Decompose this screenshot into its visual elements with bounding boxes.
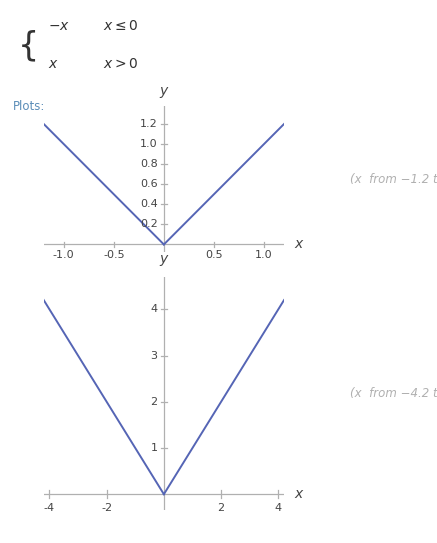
Text: -2: -2: [101, 503, 112, 514]
Text: 0.2: 0.2: [140, 219, 157, 229]
Text: 4: 4: [150, 304, 157, 314]
Text: $\{$: $\{$: [17, 29, 36, 64]
Text: 1.0: 1.0: [140, 139, 157, 149]
Text: 2: 2: [150, 397, 157, 407]
Text: $-x$: $-x$: [48, 19, 70, 33]
Text: $y$: $y$: [159, 85, 169, 100]
Text: 4: 4: [275, 503, 282, 514]
Text: 1.0: 1.0: [255, 250, 273, 260]
Text: -4: -4: [44, 503, 55, 514]
Text: (x  from −4.2 to 4.2): (x from −4.2 to 4.2): [350, 387, 437, 400]
Text: $x$: $x$: [48, 57, 59, 71]
Text: 1: 1: [150, 443, 157, 453]
Text: 0.8: 0.8: [140, 159, 157, 169]
Text: $x$: $x$: [294, 237, 304, 251]
Text: 1.2: 1.2: [140, 119, 157, 129]
Text: 0.6: 0.6: [140, 179, 157, 189]
Text: (x  from −1.2 to 1.2): (x from −1.2 to 1.2): [350, 173, 437, 186]
Text: $y$: $y$: [159, 252, 169, 268]
Text: -1.0: -1.0: [53, 250, 75, 260]
Text: -0.5: -0.5: [103, 250, 125, 260]
Text: Plots:: Plots:: [13, 100, 45, 113]
Text: 3: 3: [150, 351, 157, 361]
Text: $x > 0$: $x > 0$: [103, 57, 139, 71]
Text: 0.4: 0.4: [140, 199, 157, 209]
Text: 2: 2: [218, 503, 225, 514]
Text: $x$: $x$: [294, 487, 304, 501]
Text: $x \leq 0$: $x \leq 0$: [103, 19, 139, 33]
Text: 0.5: 0.5: [205, 250, 223, 260]
